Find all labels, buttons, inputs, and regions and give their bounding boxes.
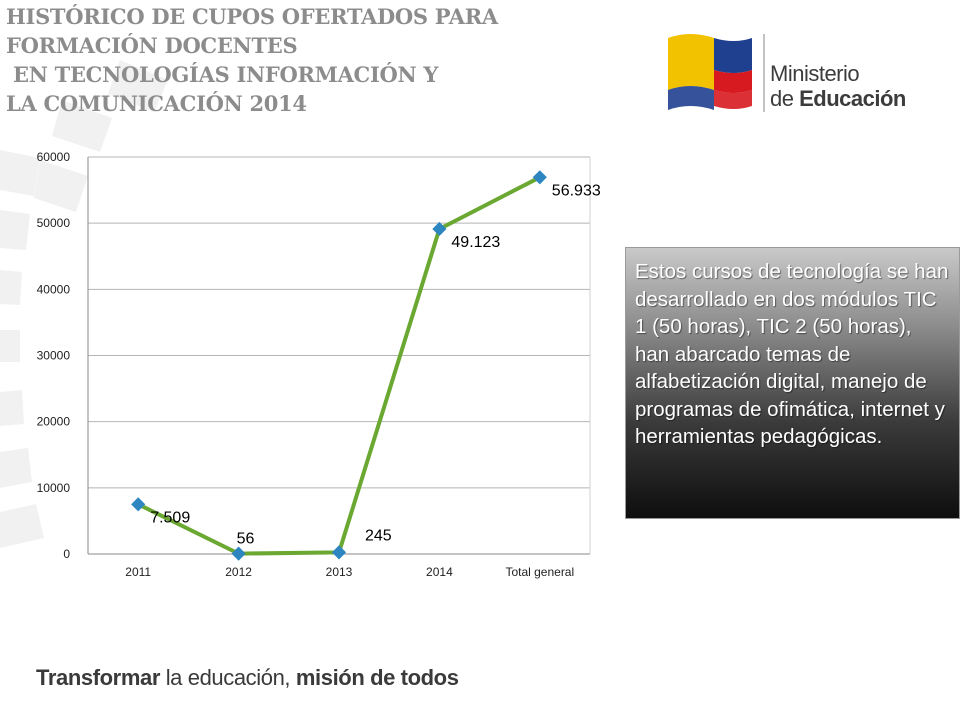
data-label: 56 bbox=[237, 531, 255, 548]
slogan-part-2: la educación, bbox=[159, 665, 296, 690]
title-line-1: HISTÓRICO DE CUPOS OFERTADOS PARA bbox=[6, 4, 498, 29]
y-tick-label: 60000 bbox=[37, 150, 71, 164]
y-tick-label: 10000 bbox=[37, 481, 71, 495]
data-point bbox=[231, 546, 246, 561]
slogan-part-3: misión de todos bbox=[295, 665, 459, 690]
logo-text-educacion-bold: Educación bbox=[799, 86, 906, 111]
line-chart: 0 10000 20000 30000 40000 50000 60000 2011 2012… bbox=[37, 150, 601, 579]
slide-title: HISTÓRICO DE CUPOS OFERTADOS PARA FORMAC… bbox=[6, 2, 646, 118]
logo-text-educacion: de Educación bbox=[770, 86, 906, 112]
slogan-part-1: Transformar bbox=[36, 665, 160, 690]
data-point bbox=[331, 545, 347, 560]
y-tick-label: 20000 bbox=[37, 415, 71, 429]
x-tick-label: 2013 bbox=[326, 565, 353, 579]
x-tick-label: Total general bbox=[505, 565, 574, 579]
ministerio-logo bbox=[668, 34, 765, 112]
data-point bbox=[432, 221, 447, 237]
x-tick-label: 2011 bbox=[125, 565, 151, 579]
data-point bbox=[131, 497, 146, 512]
data-point bbox=[532, 170, 547, 185]
logo-text-de: de bbox=[770, 86, 800, 111]
logo-text-ministerio: Ministerio bbox=[770, 61, 860, 86]
title-line-3: EN TECNOLOGÍAS INFORMACIÓN Y bbox=[6, 62, 439, 87]
x-tick-label: 2012 bbox=[225, 565, 252, 579]
x-tick-label: 2014 bbox=[426, 565, 453, 579]
y-tick-label: 0 bbox=[63, 547, 70, 561]
title-line-2: FORMACIÓN DOCENTES bbox=[6, 33, 298, 58]
slogan: Transformar la educación, misión de todo… bbox=[36, 665, 459, 691]
data-label: 56.933 bbox=[552, 182, 601, 199]
data-label: 49.123 bbox=[451, 234, 500, 251]
y-tick-label: 40000 bbox=[37, 282, 71, 296]
flag-emblem-icon bbox=[668, 34, 752, 110]
info-box: Estos cursos de tecnología se han desarr… bbox=[625, 247, 960, 519]
title-line-4: LA COMUNICACIÓN 2014 bbox=[6, 91, 307, 116]
y-tick-label: 50000 bbox=[37, 216, 71, 230]
data-label: 245 bbox=[365, 527, 392, 544]
y-tick-label: 30000 bbox=[37, 349, 71, 363]
data-label: 7.509 bbox=[150, 509, 190, 526]
